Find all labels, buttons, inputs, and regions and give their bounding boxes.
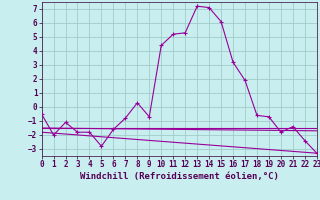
X-axis label: Windchill (Refroidissement éolien,°C): Windchill (Refroidissement éolien,°C) <box>80 172 279 181</box>
